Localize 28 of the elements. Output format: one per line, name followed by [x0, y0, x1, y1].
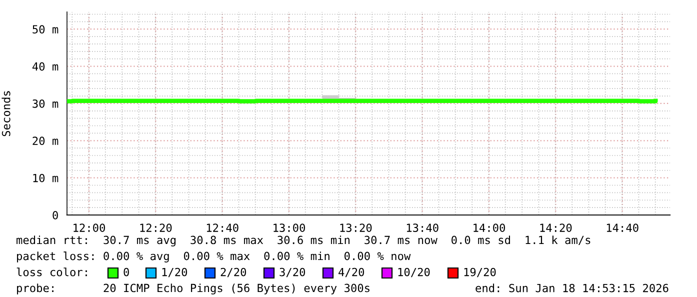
y-tick-label: 50 m	[32, 25, 58, 34]
legend-label: 10/20	[398, 268, 430, 278]
legend-label: 19/20	[464, 268, 496, 278]
x-tick-label: 12:40	[206, 224, 238, 232]
y-tick-label: 40 m	[32, 62, 58, 71]
legend-label: 3/20	[280, 268, 306, 278]
x-tick-label: 13:20	[340, 224, 372, 232]
x-tick-label: 12:00	[74, 224, 106, 232]
text: packet loss: 0.00 % avg 0.00 % max 0.00 % min 0.00 % now	[17, 252, 411, 262]
x-tick-label: 12:20	[140, 224, 172, 232]
legend-label: 4/20	[338, 268, 364, 278]
y-tick-label: 10 m	[33, 174, 58, 182]
x-tick-label: 14:00	[474, 224, 506, 232]
y-tick-label: 30 m	[32, 99, 58, 108]
legend-label: 0	[124, 268, 129, 276]
text: end: Sun Jan 18 14:53:15 2026	[476, 284, 668, 292]
x-tick-label: 13:00	[274, 224, 306, 232]
legend-label: 1/20	[162, 268, 188, 278]
x-tick-label: 13:40	[406, 224, 438, 232]
text: median rtt: 30.7 ms avg 30.8 ms max 30.6 ms min 30.7 ms now 0.0 ms sd 1.1 k am/s	[16, 236, 590, 246]
legend-label: 2/20	[220, 268, 246, 278]
y-tick-label: 0	[52, 211, 58, 220]
x-tick-label: 14:20	[540, 224, 572, 232]
y-tick-label: 20 m	[32, 136, 58, 146]
legend-title: loss color:	[16, 268, 87, 276]
y-axis-title: Seconds	[2, 91, 10, 136]
x-tick-label: 14:40	[606, 224, 638, 232]
text: probe: 20 ICMP Echo Pings (56 Bytes) every 300s	[17, 284, 370, 294]
